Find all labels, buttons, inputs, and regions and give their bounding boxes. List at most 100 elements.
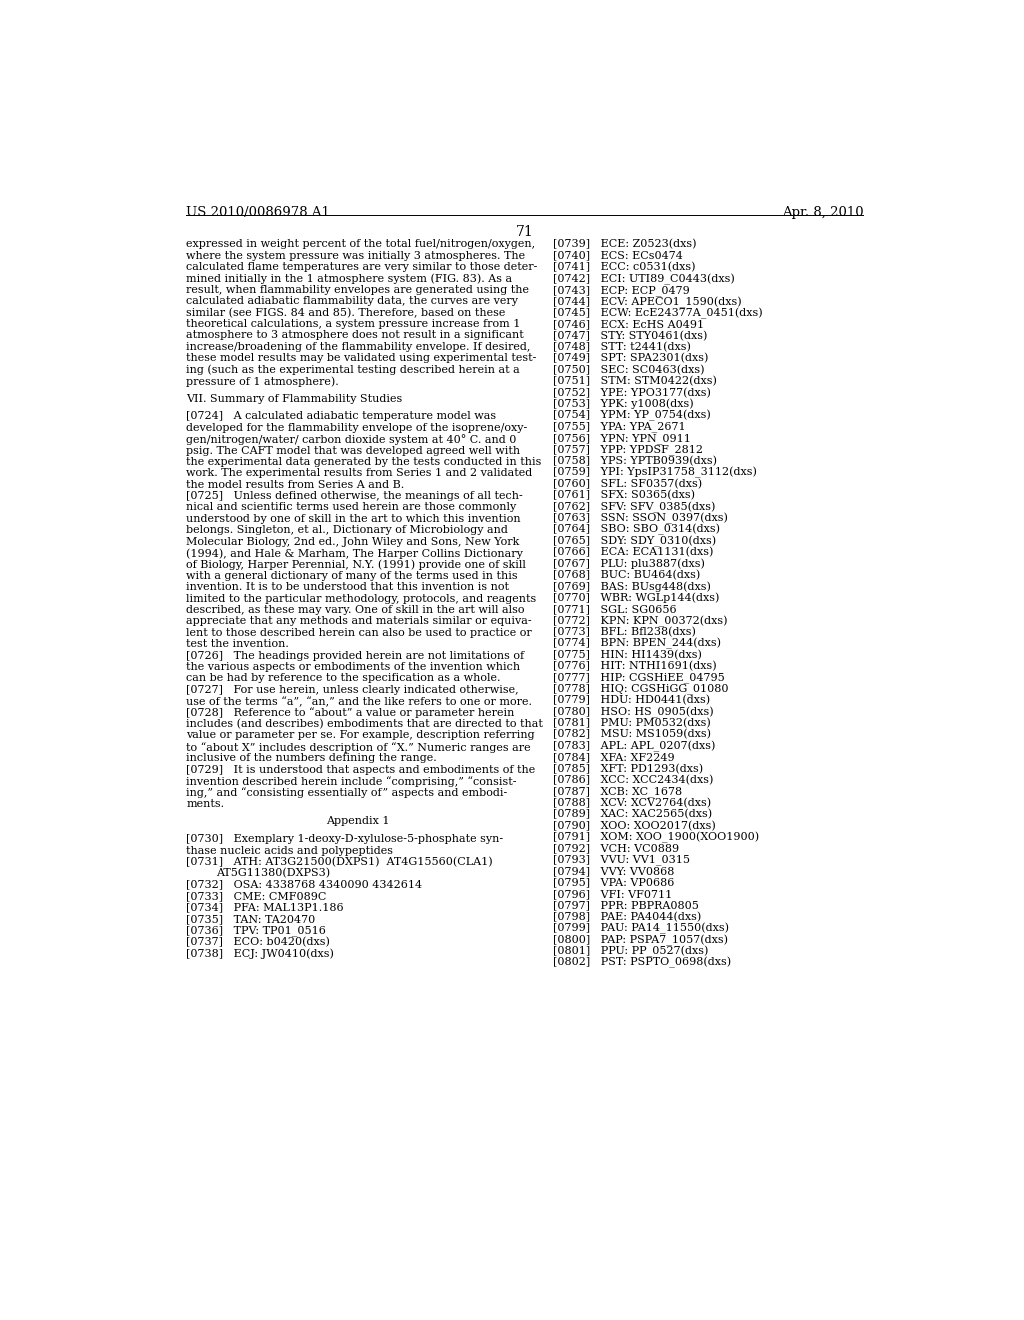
Text: calculated flame temperatures are very similar to those deter-: calculated flame temperatures are very s… [186, 263, 538, 272]
Text: [0768]   BUC: BU464(dxs): [0768] BUC: BU464(dxs) [553, 570, 700, 579]
Text: Apr. 8, 2010: Apr. 8, 2010 [782, 206, 863, 219]
Text: [0796]   VFI: VF0711: [0796] VFI: VF0711 [553, 888, 672, 899]
Text: [0780]   HSO: HS_0905(dxs): [0780] HSO: HS_0905(dxs) [553, 706, 714, 718]
Text: increase/broadening of the flammability envelope. If desired,: increase/broadening of the flammability … [186, 342, 530, 352]
Text: to “about X” includes description of “X.” Numeric ranges are: to “about X” includes description of “X.… [186, 742, 530, 752]
Text: [0744]   ECV: APECO1_1590(dxs): [0744] ECV: APECO1_1590(dxs) [553, 296, 741, 308]
Text: [0769]   BAS: BUsg448(dxs): [0769] BAS: BUsg448(dxs) [553, 581, 711, 591]
Text: [0750]   SEC: SC0463(dxs): [0750] SEC: SC0463(dxs) [553, 364, 705, 375]
Text: [0762]   SFV: SFV_0385(dxs): [0762] SFV: SFV_0385(dxs) [553, 502, 715, 512]
Text: [0725]   Unless defined otherwise, the meanings of all tech-: [0725] Unless defined otherwise, the mea… [186, 491, 523, 502]
Text: nical and scientific terms used herein are those commonly: nical and scientific terms used herein a… [186, 503, 516, 512]
Text: [0748]   STT: t2441(dxs): [0748] STT: t2441(dxs) [553, 342, 690, 352]
Text: [0758]   YPS: YPTB0939(dxs): [0758] YPS: YPTB0939(dxs) [553, 455, 717, 466]
Text: theoretical calculations, a system pressure increase from 1: theoretical calculations, a system press… [186, 319, 520, 329]
Text: [0790]   XOO: XOO2017(dxs): [0790] XOO: XOO2017(dxs) [553, 821, 716, 830]
Text: [0746]   ECX: EcHS A0491: [0746] ECX: EcHS A0491 [553, 319, 703, 329]
Text: [0797]   PPR: PBPRA0805: [0797] PPR: PBPRA0805 [553, 900, 698, 911]
Text: [0727]   For use herein, unless clearly indicated otherwise,: [0727] For use herein, unless clearly in… [186, 685, 519, 694]
Text: [0792]   VCH: VC0889: [0792] VCH: VC0889 [553, 843, 679, 853]
Text: [0738]   ECJ: JW0410(dxs): [0738] ECJ: JW0410(dxs) [186, 948, 334, 958]
Text: [0755]   YPA: YPA_2671: [0755] YPA: YPA_2671 [553, 421, 685, 433]
Text: [0729]   It is understood that aspects and embodiments of the: [0729] It is understood that aspects and… [186, 764, 536, 775]
Text: AT5G11380(DXPS3): AT5G11380(DXPS3) [216, 869, 330, 879]
Text: [0747]   STY: STY0461(dxs): [0747] STY: STY0461(dxs) [553, 330, 708, 341]
Text: with a general dictionary of many of the terms used in this: with a general dictionary of many of the… [186, 570, 518, 581]
Text: [0737]   ECO: b0420(dxs): [0737] ECO: b0420(dxs) [186, 937, 330, 946]
Text: described, as these may vary. One of skill in the art will also: described, as these may vary. One of ski… [186, 605, 524, 615]
Text: [0782]   MSU: MS1059(dxs): [0782] MSU: MS1059(dxs) [553, 729, 711, 739]
Text: [0767]   PLU: plu3887(dxs): [0767] PLU: plu3887(dxs) [553, 558, 705, 569]
Text: [0733]   CME: CMF089C: [0733] CME: CMF089C [186, 891, 327, 902]
Text: [0759]   YPI: YpsIP31758_3112(dxs): [0759] YPI: YpsIP31758_3112(dxs) [553, 467, 757, 478]
Text: [0735]   TAN: TA20470: [0735] TAN: TA20470 [186, 913, 315, 924]
Text: invention described herein include “comprising,” “consist-: invention described herein include “comp… [186, 776, 517, 787]
Text: [0732]   OSA: 4338768 4340090 4342614: [0732] OSA: 4338768 4340090 4342614 [186, 879, 422, 890]
Text: gen/nitrogen/water/ carbon dioxide system at 40° C. and 0: gen/nitrogen/water/ carbon dioxide syste… [186, 434, 516, 445]
Text: expressed in weight percent of the total fuel/nitrogen/oxygen,: expressed in weight percent of the total… [186, 239, 536, 249]
Text: US 2010/0086978 A1: US 2010/0086978 A1 [186, 206, 330, 219]
Text: includes (and describes) embodiments that are directed to that: includes (and describes) embodiments tha… [186, 719, 543, 730]
Text: [0760]   SFL: SF0357(dxs): [0760] SFL: SF0357(dxs) [553, 479, 701, 488]
Text: Molecular Biology, 2nd ed., John Wiley and Sons, New York: Molecular Biology, 2nd ed., John Wiley a… [186, 537, 519, 546]
Text: 71: 71 [516, 224, 534, 239]
Text: [0773]   BFL: Bfl238(dxs): [0773] BFL: Bfl238(dxs) [553, 627, 695, 638]
Text: [0763]   SSN: SSON_0397(dxs): [0763] SSN: SSON_0397(dxs) [553, 512, 728, 524]
Text: [0786]   XCC: XCC2434(dxs): [0786] XCC: XCC2434(dxs) [553, 775, 713, 785]
Text: [0795]   VPA: VP0686: [0795] VPA: VP0686 [553, 878, 674, 887]
Text: [0745]   ECW: EcE24377A_0451(dxs): [0745] ECW: EcE24377A_0451(dxs) [553, 308, 762, 319]
Text: [0784]   XFA: XF2249: [0784] XFA: XF2249 [553, 752, 675, 762]
Text: [0800]   PAP: PSPA7_1057(dxs): [0800] PAP: PSPA7_1057(dxs) [553, 935, 728, 945]
Text: [0757]   YPP: YPDSF_2812: [0757] YPP: YPDSF_2812 [553, 445, 702, 455]
Text: [0770]   WBR: WGLp144(dxs): [0770] WBR: WGLp144(dxs) [553, 593, 719, 603]
Text: [0789]   XAC: XAC2565(dxs): [0789] XAC: XAC2565(dxs) [553, 809, 712, 820]
Text: [0761]   SFX: S0365(dxs): [0761] SFX: S0365(dxs) [553, 490, 694, 500]
Text: [0771]   SGL: SG0656: [0771] SGL: SG0656 [553, 605, 676, 614]
Text: [0788]   XCV: XCV2764(dxs): [0788] XCV: XCV2764(dxs) [553, 797, 711, 808]
Text: ing (such as the experimental testing described herein at a: ing (such as the experimental testing de… [186, 364, 520, 375]
Text: [0754]   YPM: YP_0754(dxs): [0754] YPM: YP_0754(dxs) [553, 411, 711, 421]
Text: result, when flammability envelopes are generated using the: result, when flammability envelopes are … [186, 285, 529, 294]
Text: [0740]   ECS: ECs0474: [0740] ECS: ECs0474 [553, 251, 683, 260]
Text: [0736]   TPV: TP01_0516: [0736] TPV: TP01_0516 [186, 925, 326, 936]
Text: thase nucleic acids and polypeptides: thase nucleic acids and polypeptides [186, 846, 393, 855]
Text: [0756]   YPN: YPN_0911: [0756] YPN: YPN_0911 [553, 433, 690, 444]
Text: [0751]   STM: STM0422(dxs): [0751] STM: STM0422(dxs) [553, 376, 717, 387]
Text: inclusive of the numbers defining the range.: inclusive of the numbers defining the ra… [186, 754, 437, 763]
Text: [0779]   HDU: HD0441(dxs): [0779] HDU: HD0441(dxs) [553, 696, 710, 705]
Text: [0726]   The headings provided herein are not limitations of: [0726] The headings provided herein are … [186, 651, 524, 660]
Text: [0724]   A calculated adiabatic temperature model was: [0724] A calculated adiabatic temperatur… [186, 412, 497, 421]
Text: [0781]   PMU: PM0532(dxs): [0781] PMU: PM0532(dxs) [553, 718, 711, 729]
Text: [0764]   SBO: SBO_0314(dxs): [0764] SBO: SBO_0314(dxs) [553, 524, 720, 536]
Text: [0752]   YPE: YPO3177(dxs): [0752] YPE: YPO3177(dxs) [553, 387, 711, 397]
Text: [0776]   HIT: NTHI1691(dxs): [0776] HIT: NTHI1691(dxs) [553, 661, 717, 672]
Text: [0742]   ECI: UTI89_C0443(dxs): [0742] ECI: UTI89_C0443(dxs) [553, 273, 734, 285]
Text: [0801]   PPU: PP_0527(dxs): [0801] PPU: PP_0527(dxs) [553, 946, 708, 957]
Text: [0741]   ECC: c0531(dxs): [0741] ECC: c0531(dxs) [553, 263, 695, 272]
Text: the model results from Series A and B.: the model results from Series A and B. [186, 479, 404, 490]
Text: the various aspects or embodiments of the invention which: the various aspects or embodiments of th… [186, 663, 520, 672]
Text: developed for the flammability envelope of the isoprene/oxy-: developed for the flammability envelope … [186, 422, 527, 433]
Text: ments.: ments. [186, 799, 224, 809]
Text: [0777]   HIP: CGSHiEE_04795: [0777] HIP: CGSHiEE_04795 [553, 672, 724, 682]
Text: mined initially in the 1 atmosphere system (FIG. 83). As a: mined initially in the 1 atmosphere syst… [186, 273, 512, 284]
Text: [0799]   PAU: PA14_11550(dxs): [0799] PAU: PA14_11550(dxs) [553, 923, 729, 935]
Text: [0774]   BPN: BPEN_244(dxs): [0774] BPN: BPEN_244(dxs) [553, 638, 721, 649]
Text: [0734]   PFA: MAL13P1.186: [0734] PFA: MAL13P1.186 [186, 903, 344, 912]
Text: (1994), and Hale & Marham, The Harper Collins Dictionary: (1994), and Hale & Marham, The Harper Co… [186, 548, 523, 558]
Text: [0749]   SPT: SPA2301(dxs): [0749] SPT: SPA2301(dxs) [553, 354, 708, 363]
Text: [0802]   PST: PSPTO_0698(dxs): [0802] PST: PSPTO_0698(dxs) [553, 957, 731, 969]
Text: belongs. Singleton, et al., Dictionary of Microbiology and: belongs. Singleton, et al., Dictionary o… [186, 525, 508, 536]
Text: [0778]   HIQ: CGSHiGG_01080: [0778] HIQ: CGSHiGG_01080 [553, 684, 728, 694]
Text: work. The experimental results from Series 1 and 2 validated: work. The experimental results from Seri… [186, 469, 532, 478]
Text: psig. The CAFT model that was developed agreed well with: psig. The CAFT model that was developed … [186, 446, 520, 455]
Text: [0728]   Reference to “about” a value or parameter herein: [0728] Reference to “about” a value or p… [186, 708, 514, 718]
Text: appreciate that any methods and materials similar or equiva-: appreciate that any methods and material… [186, 616, 531, 627]
Text: where the system pressure was initially 3 atmospheres. The: where the system pressure was initially … [186, 251, 525, 260]
Text: can be had by reference to the specification as a whole.: can be had by reference to the specifica… [186, 673, 501, 684]
Text: these model results may be validated using experimental test-: these model results may be validated usi… [186, 354, 537, 363]
Text: lent to those described herein can also be used to practice or: lent to those described herein can also … [186, 628, 531, 638]
Text: invention. It is to be understood that this invention is not: invention. It is to be understood that t… [186, 582, 509, 593]
Text: pressure of 1 atmosphere).: pressure of 1 atmosphere). [186, 376, 339, 387]
Text: [0765]   SDY: SDY_0310(dxs): [0765] SDY: SDY_0310(dxs) [553, 536, 716, 546]
